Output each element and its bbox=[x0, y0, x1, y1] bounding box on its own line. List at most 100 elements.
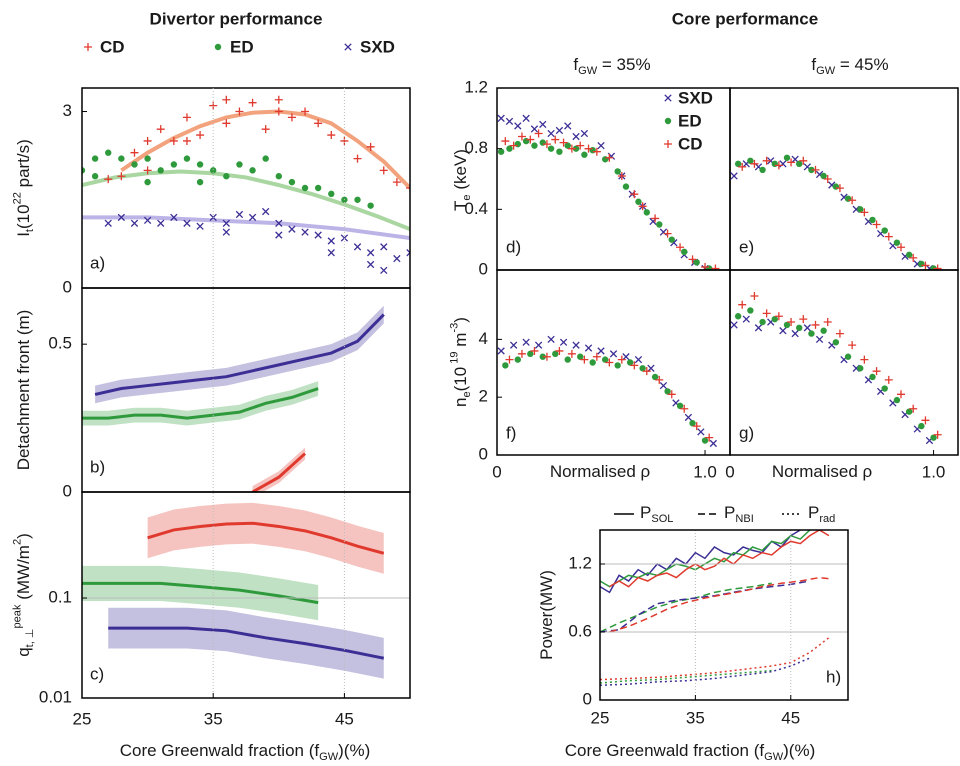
marker bbox=[688, 255, 697, 264]
y-tick-label: 0.5 bbox=[48, 334, 72, 353]
marker bbox=[222, 228, 230, 236]
x-tick-label: 25 bbox=[73, 709, 92, 728]
marker bbox=[580, 355, 589, 364]
marker bbox=[275, 219, 283, 227]
marker bbox=[222, 219, 230, 227]
panel-label: c) bbox=[90, 664, 104, 683]
text-part: n bbox=[451, 398, 470, 407]
marker bbox=[552, 350, 559, 358]
marker bbox=[547, 145, 555, 152]
marker bbox=[522, 114, 530, 122]
marker bbox=[664, 94, 672, 102]
marker bbox=[823, 175, 832, 183]
plot-area bbox=[82, 95, 410, 275]
x-axis-label: Core Greenwald fraction (fGW)(%) bbox=[120, 741, 371, 763]
y-tick-label: 0.4 bbox=[464, 199, 488, 218]
legend-label: PSOL bbox=[640, 503, 673, 525]
marker bbox=[597, 141, 605, 150]
marker bbox=[130, 219, 139, 227]
marker bbox=[366, 260, 375, 269]
marker bbox=[933, 430, 942, 439]
marker bbox=[747, 157, 754, 164]
marker bbox=[379, 166, 388, 175]
marker bbox=[380, 266, 388, 275]
marker bbox=[130, 148, 139, 157]
line bbox=[82, 581, 319, 605]
marker bbox=[117, 172, 126, 181]
marker bbox=[182, 136, 191, 145]
marker bbox=[905, 251, 913, 259]
text-part: t, ⊥ bbox=[24, 628, 36, 647]
frame bbox=[81, 491, 411, 699]
marker bbox=[659, 228, 668, 236]
y-axis-label: qt, ⊥peak (MW/m2) bbox=[11, 533, 36, 657]
marker bbox=[539, 353, 546, 360]
text-part: = 35% bbox=[597, 55, 650, 74]
marker bbox=[287, 113, 296, 122]
marker bbox=[559, 338, 568, 346]
panel-label: d) bbox=[506, 237, 521, 256]
marker bbox=[314, 184, 322, 192]
marker bbox=[183, 155, 191, 162]
marker bbox=[527, 350, 534, 358]
y-axis-label: Detachment front (m) bbox=[14, 310, 33, 471]
line bbox=[251, 452, 307, 492]
marker bbox=[692, 422, 701, 431]
x-tick-label: 0 bbox=[492, 462, 501, 481]
marker bbox=[897, 390, 905, 399]
marker bbox=[392, 178, 401, 187]
text-part: T bbox=[451, 201, 470, 211]
panel-label: f) bbox=[506, 423, 516, 442]
marker bbox=[614, 168, 621, 175]
marker bbox=[734, 160, 742, 168]
marker bbox=[556, 148, 563, 155]
marker bbox=[747, 307, 754, 314]
marker bbox=[860, 208, 869, 217]
marker bbox=[249, 167, 256, 174]
marker bbox=[614, 362, 621, 369]
marker bbox=[517, 132, 526, 141]
line bbox=[600, 580, 810, 633]
marker bbox=[750, 292, 759, 301]
text-part: ) bbox=[451, 317, 470, 323]
marker bbox=[91, 173, 99, 180]
marker bbox=[799, 315, 808, 324]
text-part: P bbox=[724, 503, 735, 522]
marker bbox=[742, 315, 750, 323]
marker bbox=[354, 196, 361, 203]
marker bbox=[762, 156, 771, 165]
marker bbox=[779, 160, 787, 168]
legend-label: Prad bbox=[808, 503, 835, 525]
marker bbox=[196, 161, 204, 168]
plot-area bbox=[82, 502, 385, 679]
text-part: part/s) bbox=[14, 139, 33, 192]
marker bbox=[143, 136, 152, 145]
marker bbox=[787, 318, 796, 327]
marker bbox=[301, 228, 309, 236]
marker bbox=[235, 107, 244, 116]
marker bbox=[144, 178, 151, 186]
plot-area bbox=[730, 292, 942, 445]
text-part: Power(MW) bbox=[537, 570, 556, 660]
marker bbox=[676, 402, 684, 410]
marker bbox=[799, 156, 808, 165]
y-axis-label: ne(10 19 m-3) bbox=[448, 317, 473, 407]
x-axis-label: Normalised ρ bbox=[550, 462, 650, 481]
legend-label: ED bbox=[678, 111, 702, 130]
marker bbox=[497, 347, 505, 355]
panel-label: a) bbox=[90, 253, 105, 272]
marker bbox=[754, 324, 763, 332]
marker bbox=[406, 184, 410, 192]
marker bbox=[872, 220, 881, 229]
marker bbox=[340, 136, 349, 145]
marker bbox=[617, 171, 626, 180]
marker bbox=[791, 329, 799, 338]
marker bbox=[680, 404, 689, 413]
text-part: peak bbox=[11, 604, 23, 628]
line bbox=[600, 657, 811, 687]
marker bbox=[589, 359, 596, 366]
marker bbox=[274, 95, 283, 104]
marker bbox=[857, 206, 864, 213]
marker bbox=[783, 154, 791, 161]
marker bbox=[909, 253, 918, 262]
